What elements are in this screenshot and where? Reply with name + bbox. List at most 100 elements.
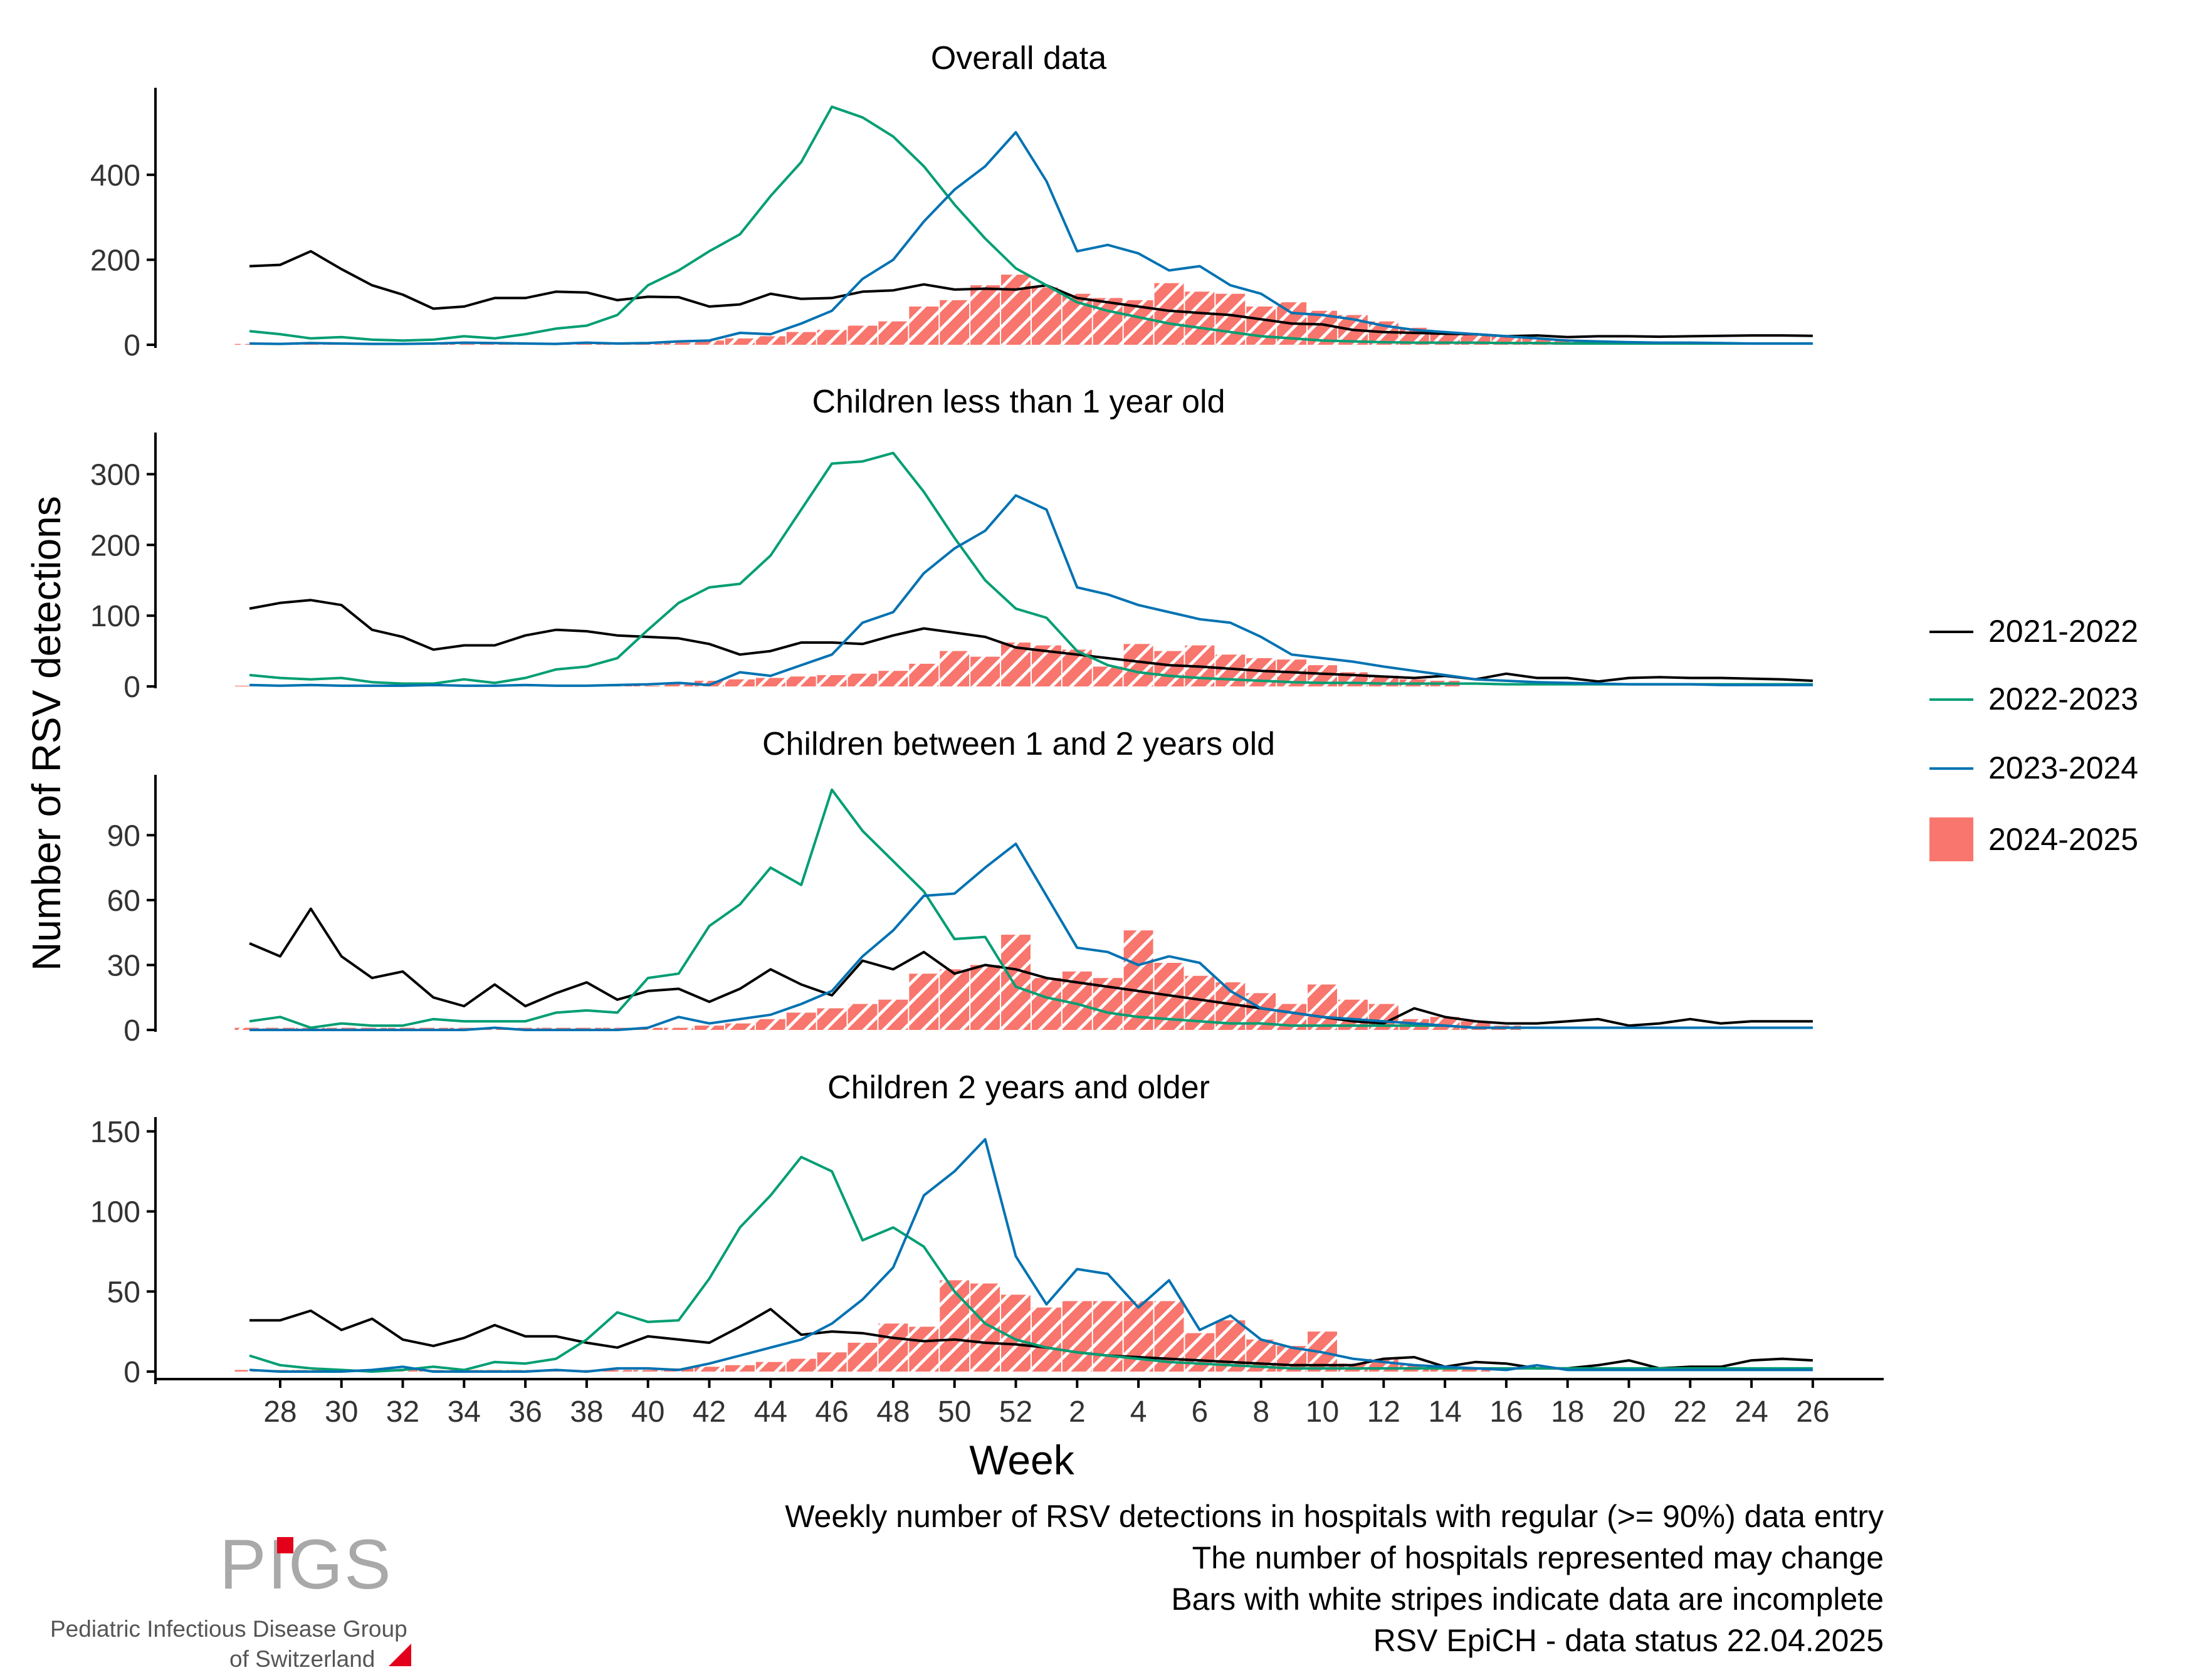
x-tick-label: 48 <box>876 1395 910 1429</box>
x-tick-label: 10 <box>1306 1395 1339 1429</box>
legend-box-2024-2025 <box>1929 817 1973 861</box>
y-tick-label: 60 <box>107 885 140 918</box>
bar-2024-2025 <box>1185 291 1215 345</box>
bar-2024-2025 <box>1001 935 1031 1030</box>
y-tick-label: 100 <box>90 600 140 633</box>
notes: Weekly number of RSV detections in hospi… <box>785 1499 1884 1658</box>
y-tick-label: 50 <box>107 1276 140 1309</box>
x-tick-label: 44 <box>754 1395 787 1429</box>
x-tick-label: 52 <box>999 1395 1032 1429</box>
line-2023-2024 <box>249 1138 1813 1373</box>
x-tick-label: 26 <box>1796 1395 1829 1429</box>
bar-2024-2025 <box>1093 1301 1123 1372</box>
bar-2024-2025 <box>664 683 694 686</box>
bar-2024-2025 <box>1031 978 1061 1030</box>
legend: 2021-2022 2022-2023 2023-2024 2024-2025 <box>1929 614 2138 861</box>
bar-2024-2025 <box>725 1023 755 1030</box>
line-2023-2024 <box>249 131 1813 345</box>
bar-2024-2025 <box>725 1365 755 1372</box>
bar-2024-2025 <box>878 321 908 345</box>
bar-2024-2025 <box>1123 644 1153 686</box>
logo-letters: PIGS <box>219 1525 392 1604</box>
bars-2024-2025 <box>234 930 1521 1030</box>
x-axis: 28 30 32 34 36 38 40 42 44 46 48 50 52 2 4 6 8 10 12 14 16 18… <box>155 1378 1884 1429</box>
panel-title: Children less than 1 year old <box>812 384 1225 420</box>
note-line-4: RSV EpiCH - data status 22.04.2025 <box>1373 1623 1884 1658</box>
x-tick-label: 4 <box>1130 1395 1147 1429</box>
x-tick-label: 22 <box>1674 1395 1707 1429</box>
bar-2024-2025 <box>572 344 602 345</box>
panel-title: Overall data <box>931 40 1106 76</box>
pigs-logo: PIGS Pediatric Infectious Disease Group … <box>44 1530 433 1680</box>
y-tick-label: 0 <box>123 671 140 704</box>
bar-2024-2025 <box>970 965 1000 1030</box>
y-tick-label: 150 <box>90 1116 140 1149</box>
panel-4: Children 2 years and older 0 50 100 150 <box>90 1069 1813 1389</box>
bar-2024-2025 <box>909 1326 939 1372</box>
bars-2024-2025 <box>234 643 1460 686</box>
panel-3: Children between 1 and 2 years old 0 30 60 9… <box>107 726 1813 1047</box>
bar-2024-2025 <box>755 1362 785 1372</box>
legend-label-2022-2023: 2022-2023 <box>1988 681 2138 717</box>
bar-2024-2025 <box>664 1027 694 1030</box>
bar-2024-2025 <box>878 671 908 686</box>
bar-2024-2025 <box>695 340 724 345</box>
bar-2024-2025 <box>909 663 939 686</box>
bar-2024-2025 <box>1154 283 1184 345</box>
bar-2024-2025 <box>602 1370 632 1372</box>
bar-2024-2025 <box>848 325 878 345</box>
bar-2024-2025 <box>940 969 970 1030</box>
x-tick-label: 12 <box>1367 1395 1400 1429</box>
bar-2024-2025 <box>1123 930 1153 1030</box>
x-tick-label: 2 <box>1069 1395 1086 1429</box>
bars-2024-2025 <box>234 275 1583 345</box>
bar-2024-2025 <box>1185 1333 1215 1372</box>
bar-2024-2025 <box>695 680 724 686</box>
panel-title: Children 2 years and older <box>827 1069 1210 1106</box>
bar-2024-2025 <box>755 336 785 345</box>
y-tick-label: 0 <box>123 1014 140 1047</box>
y-tick-label: 300 <box>90 458 140 491</box>
line-2021-2022 <box>249 1308 1813 1370</box>
y-tick-label: 200 <box>90 529 140 562</box>
bar-2024-2025 <box>1308 984 1337 1030</box>
x-axis-title: Week <box>969 1437 1075 1483</box>
x-tick-label: 8 <box>1252 1395 1269 1429</box>
y-tick-label: 400 <box>90 159 140 192</box>
panel-1: Overall data 0 200 400 <box>90 40 1813 362</box>
x-tick-label: 46 <box>815 1395 848 1429</box>
bar-2024-2025 <box>695 1367 724 1372</box>
legend-label-2024-2025: 2024-2025 <box>1988 822 2138 857</box>
bar-2024-2025 <box>817 675 847 686</box>
note-line-3: Bars with white stripes indicate data ar… <box>1171 1582 1884 1617</box>
bar-2024-2025 <box>1031 287 1061 345</box>
bar-2024-2025 <box>786 676 816 686</box>
x-tick-label: 24 <box>1735 1395 1768 1429</box>
bar-2024-2025 <box>940 651 970 686</box>
bar-2024-2025 <box>449 344 479 345</box>
bar-2024-2025 <box>1093 666 1123 686</box>
bar-2024-2025 <box>633 344 663 345</box>
line-2022-2023 <box>249 1155 1813 1373</box>
bar-2024-2025 <box>878 1323 908 1372</box>
x-tick-label: 14 <box>1428 1395 1461 1429</box>
x-tick-label: 50 <box>938 1395 971 1429</box>
legend-label-2023-2024: 2023-2024 <box>1988 750 2138 785</box>
bar-2024-2025 <box>786 332 816 345</box>
line-2021-2022 <box>249 907 1813 1027</box>
bars-2024-2025 <box>234 1280 1491 1372</box>
bar-2024-2025 <box>1154 651 1184 686</box>
bar-2024-2025 <box>695 1026 724 1030</box>
legend-label-2021-2022: 2021-2022 <box>1988 614 2138 649</box>
bar-2024-2025 <box>1062 1301 1092 1372</box>
bar-2024-2025 <box>909 974 939 1030</box>
bar-2024-2025 <box>480 344 510 345</box>
line-2023-2024 <box>249 843 1813 1031</box>
bar-2024-2025 <box>817 1008 847 1030</box>
x-tick-label: 18 <box>1551 1395 1584 1429</box>
note-line-2: The number of hospitals represented may … <box>1192 1540 1884 1575</box>
x-tick-label: 16 <box>1489 1395 1523 1429</box>
x-tick-label: 36 <box>508 1395 542 1429</box>
